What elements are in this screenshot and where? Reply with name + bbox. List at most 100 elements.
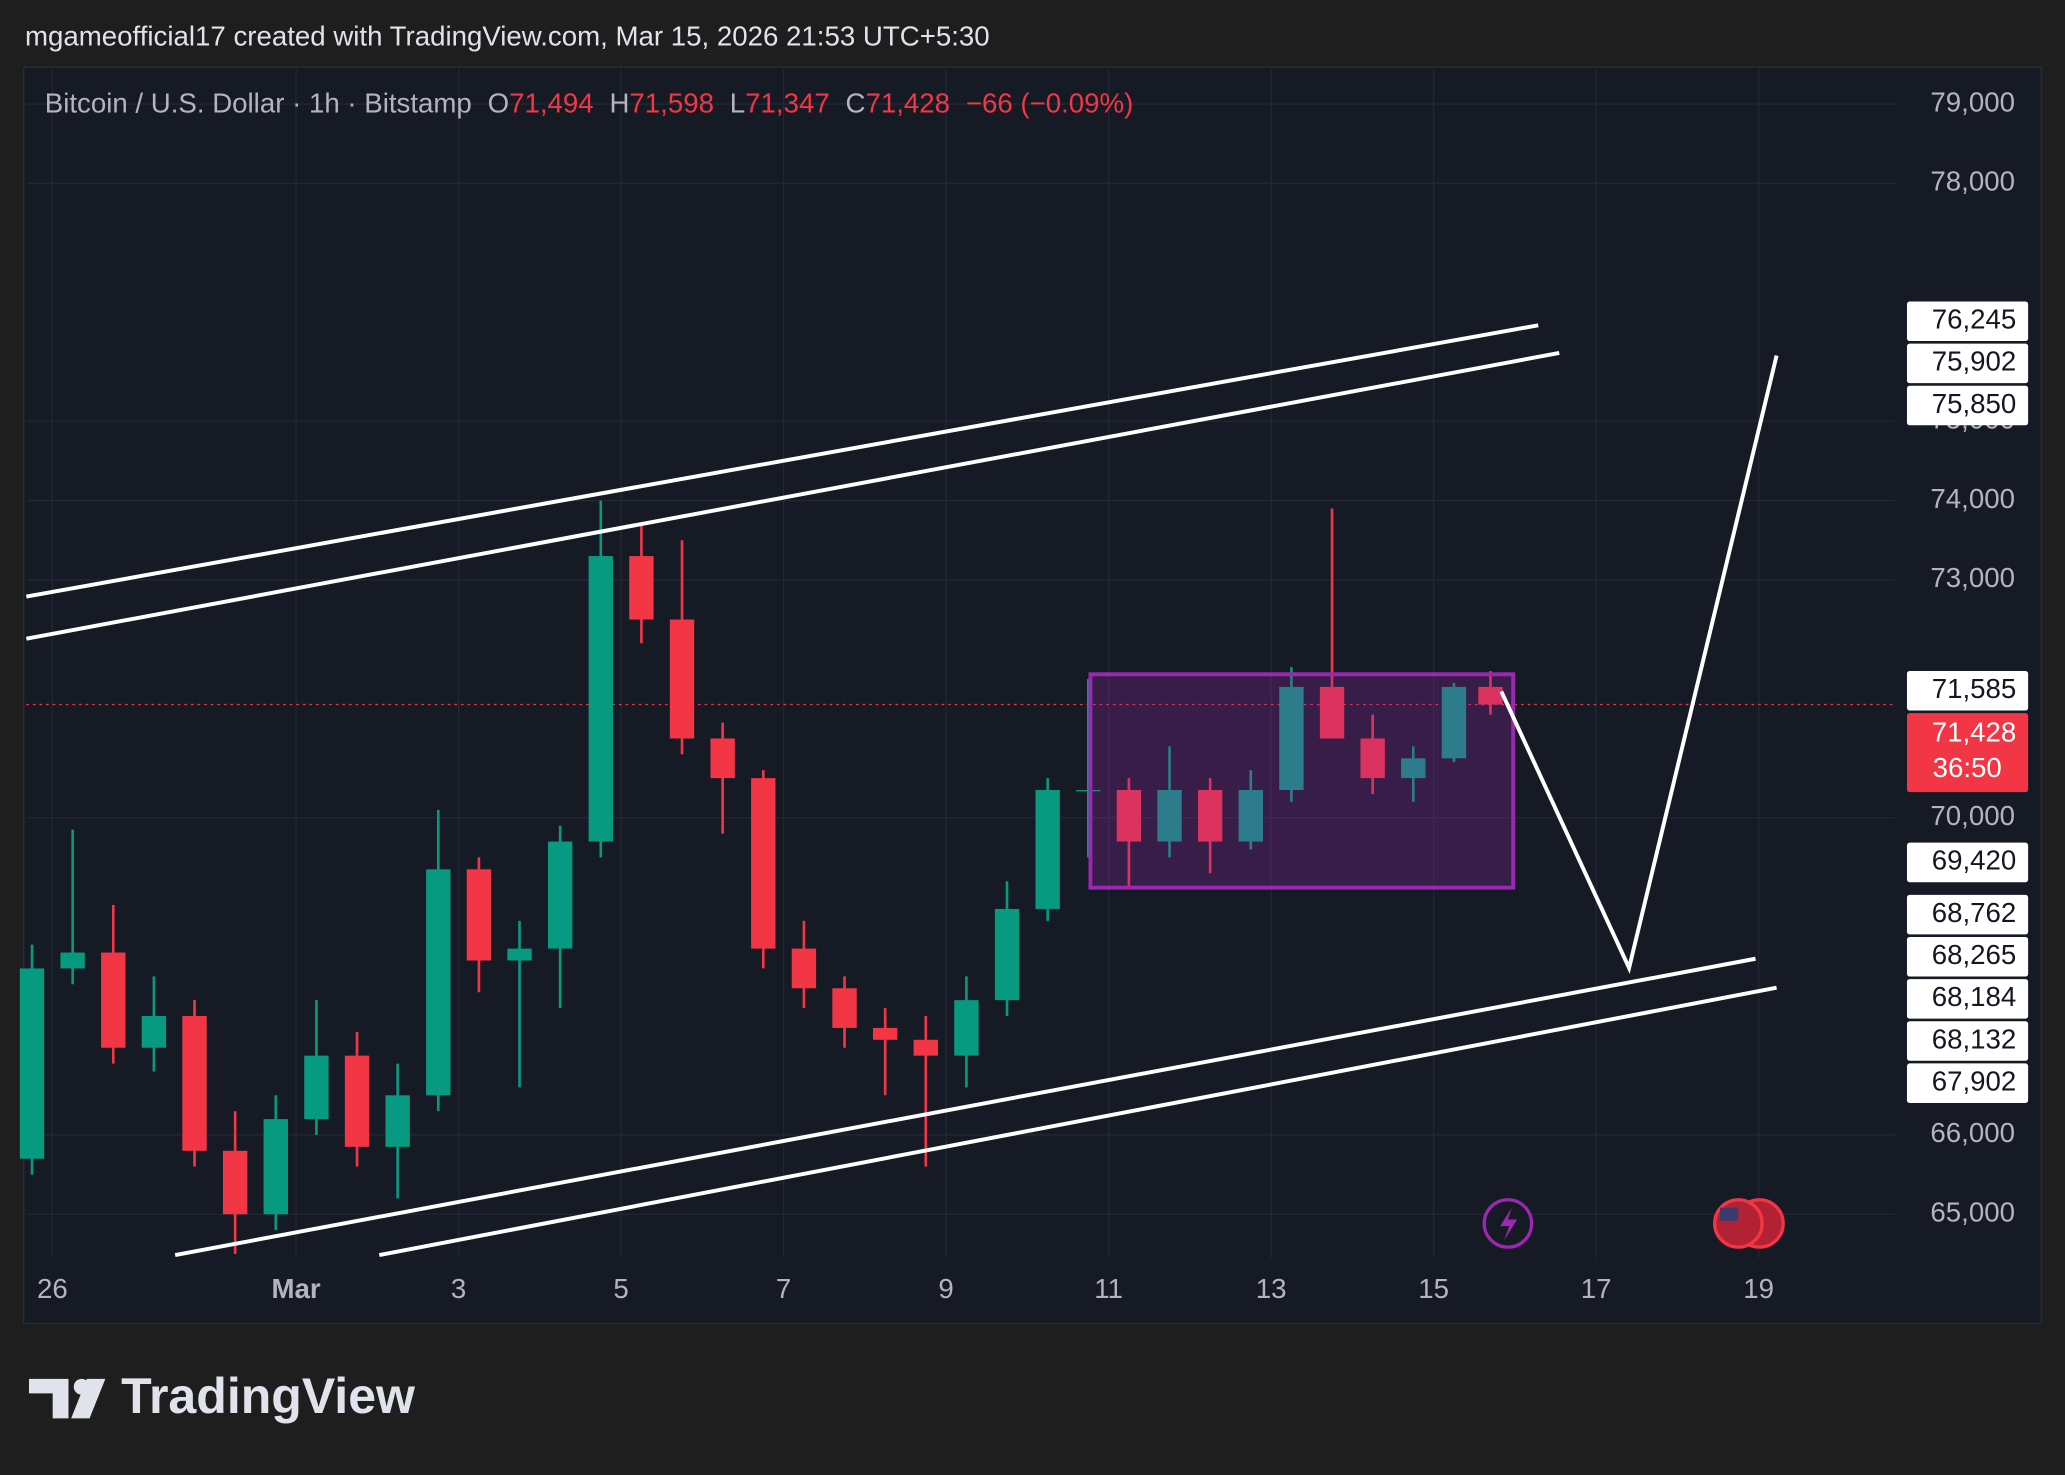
- countdown: 36:50: [1933, 752, 2002, 783]
- candle-body: [385, 1095, 410, 1147]
- event-icon[interactable]: [1713, 1198, 1764, 1249]
- change: −66 (−0.09%): [966, 88, 1134, 119]
- price-label-box: [1906, 301, 2029, 341]
- candle-body: [913, 1039, 938, 1056]
- candle-body: [141, 1016, 167, 1048]
- price-label: 68,184: [1932, 981, 2017, 1012]
- price-label: 69,420: [1932, 845, 2017, 876]
- candle-body: [182, 1016, 207, 1151]
- candle-body: [994, 908, 1020, 1001]
- drawings: [25, 323, 1779, 1258]
- ohlc-value: 71,347: [745, 88, 830, 119]
- x-tick-label: 15: [1418, 1273, 1449, 1304]
- channel-line: [174, 956, 1756, 1258]
- price-label: 76,245: [1932, 304, 2017, 335]
- candle-body: [1238, 790, 1263, 842]
- price-label: 67,902: [1932, 1065, 2017, 1096]
- range-box: [1088, 672, 1516, 890]
- ohlc-key: H: [609, 88, 629, 119]
- candle-body: [222, 1150, 248, 1215]
- candle-body: [60, 952, 85, 969]
- x-tick-label: 7: [776, 1273, 791, 1304]
- price-label: 75,850: [1932, 388, 2017, 419]
- price-label-box: [1906, 1063, 2029, 1103]
- axes: 65,00066,00070,00073,00074,00075,00078,0…: [37, 86, 2029, 1304]
- x-tick-label: Mar: [272, 1273, 321, 1304]
- candle-body: [1035, 790, 1060, 909]
- last-price-box: [1906, 713, 2029, 793]
- logo-text: TradingView: [121, 1368, 416, 1424]
- candle-body: [304, 1055, 329, 1120]
- ohlc-key: O: [488, 88, 510, 119]
- price-label-box: [1906, 343, 2029, 384]
- candle-body: [19, 968, 45, 1159]
- candle-body: [1279, 686, 1304, 791]
- flag-canton: [1719, 1207, 1739, 1221]
- price-label: 68,762: [1932, 897, 2017, 928]
- y-tick-label: 66,000: [1930, 1117, 2015, 1148]
- candle-body: [1401, 758, 1426, 779]
- candle-body: [629, 556, 654, 620]
- x-tick-label: 26: [37, 1273, 68, 1304]
- candle-body: [344, 1055, 370, 1147]
- y-tick-label: 65,000: [1930, 1197, 2015, 1228]
- price-label-box: [1906, 842, 2029, 883]
- x-tick-label: 13: [1256, 1273, 1287, 1304]
- legend-header: Bitcoin / U.S. Dollar · 1h · Bitstamp O71…: [45, 88, 1134, 119]
- credit: mgameofficial17 created with TradingView…: [25, 20, 990, 51]
- y-tick-label: 78,000: [1930, 166, 2015, 197]
- ohlc-key: L: [730, 88, 745, 119]
- price-label-box: [1906, 1021, 2029, 1061]
- ohlc-value: 71,428: [865, 88, 950, 119]
- candle-body: [547, 841, 573, 949]
- last-price-label: 71,428: [1932, 717, 2017, 748]
- ohlc-value: 71,494: [509, 88, 594, 119]
- candle-body: [101, 952, 126, 1048]
- event-icons: [1482, 1198, 1785, 1249]
- candle-body: [872, 1027, 898, 1040]
- y-tick-label: 73,000: [1930, 562, 2015, 593]
- ohlc-key: C: [846, 88, 866, 119]
- channel-line: [25, 323, 1539, 599]
- candle-body: [466, 869, 492, 961]
- candle-body: [1441, 686, 1467, 759]
- candle-body: [1319, 686, 1345, 739]
- grid: [26, 68, 1896, 1258]
- channel-line: [25, 351, 1560, 641]
- ohlc-value: 71,598: [629, 88, 714, 119]
- price-label: 68,265: [1932, 939, 2017, 970]
- price-label: 71,585: [1932, 673, 2017, 704]
- candle-body: [1116, 790, 1142, 842]
- candles: [19, 500, 1503, 1254]
- price-label-box: [1906, 385, 2029, 426]
- channel-line: [378, 985, 1777, 1258]
- price-label-box: [1906, 937, 2029, 977]
- candle-body: [710, 738, 735, 779]
- y-tick-label: 70,000: [1930, 800, 2015, 831]
- price-label: 75,902: [1932, 346, 2017, 377]
- x-tick-label: 9: [938, 1273, 953, 1304]
- candle-body: [1157, 790, 1182, 842]
- logo-mark: [28, 1378, 69, 1419]
- x-tick-label: 11: [1094, 1273, 1123, 1304]
- price-label-box: [1906, 671, 2029, 711]
- price-label-box: [1906, 979, 2029, 1019]
- candle-body: [507, 948, 532, 961]
- candle-body: [1478, 686, 1503, 705]
- price-label: 68,132: [1932, 1023, 2017, 1054]
- y-tick-label: 79,000: [1930, 86, 2015, 117]
- x-tick-label: 19: [1743, 1273, 1774, 1304]
- candle-body: [1076, 790, 1101, 792]
- x-tick-label: 5: [613, 1273, 628, 1304]
- symbol-header: Bitcoin / U.S. Dollar · 1h · Bitstamp O71…: [45, 88, 1134, 119]
- candle-body: [751, 778, 776, 949]
- candle-body: [791, 948, 817, 989]
- price-label-box: [1906, 894, 2029, 935]
- symbol-title: Bitcoin / U.S. Dollar · 1h · Bitstamp: [45, 88, 472, 119]
- candle-body: [1197, 790, 1223, 842]
- candle-body: [669, 619, 695, 739]
- logo-mark: [71, 1378, 106, 1419]
- y-tick-label: 74,000: [1930, 483, 2015, 514]
